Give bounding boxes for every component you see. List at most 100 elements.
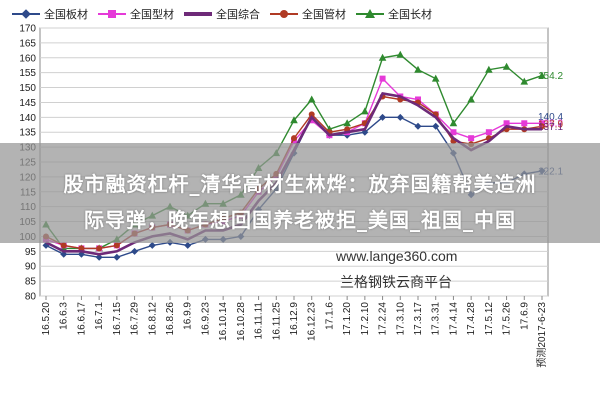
data-point <box>96 245 103 252</box>
x-tick-label: 17.2.24 <box>378 302 389 336</box>
end-value-label: 154.2 <box>538 71 563 82</box>
y-tick-label: 140 <box>19 113 36 124</box>
x-tick-label: 16.8.26 <box>165 302 176 336</box>
data-point <box>521 120 528 127</box>
x-tick-label: 16.10.28 <box>236 302 247 341</box>
x-tick-label: 16.11.25 <box>271 302 282 341</box>
legend-item[interactable]: 全国板材 <box>12 6 88 22</box>
legend-swatch-icon <box>98 8 126 20</box>
data-point <box>450 129 457 136</box>
x-tick-label: 17.2.10 <box>360 302 371 336</box>
y-tick-label: 135 <box>19 128 36 139</box>
data-point <box>396 113 404 121</box>
data-point <box>485 65 493 73</box>
legend-item[interactable]: 全国长材 <box>356 6 432 22</box>
data-point <box>485 129 492 136</box>
data-point <box>343 119 351 127</box>
end-value-label: 137.9 <box>538 120 563 131</box>
x-tick-label: 16.5.20 <box>41 302 52 336</box>
x-tick-label: 16.6.3 <box>59 302 70 330</box>
x-tick-label: 17.4.28 <box>466 302 477 336</box>
legend-marker <box>280 10 288 18</box>
legend-swatch-icon <box>184 8 212 20</box>
platform-label: 兰格钢铁云商平台 <box>340 274 452 290</box>
legend-swatch-icon <box>270 8 298 20</box>
data-point <box>148 241 156 249</box>
data-point <box>131 247 139 255</box>
legend-swatch-icon <box>12 8 40 20</box>
data-point <box>379 75 386 82</box>
data-point <box>467 95 475 103</box>
legend-swatch-icon <box>356 8 384 20</box>
data-point <box>184 241 192 249</box>
x-tick-label: 17.3.10 <box>395 302 406 336</box>
data-point <box>449 119 458 127</box>
data-point <box>502 62 511 70</box>
data-point <box>378 53 387 61</box>
data-point <box>308 117 315 124</box>
headline-banner <box>0 143 600 243</box>
legend-label: 全国板材 <box>44 9 88 21</box>
x-tick-label: 16.6.17 <box>76 302 87 336</box>
legend-label: 全国综合 <box>216 9 260 21</box>
y-tick-label: 170 <box>19 24 36 35</box>
y-tick-label: 165 <box>19 38 36 49</box>
end-value-label: 140.4 <box>538 112 563 123</box>
data-point <box>308 111 315 118</box>
legend-marker <box>108 10 116 18</box>
y-tick-label: 150 <box>19 83 36 94</box>
legend-label: 全国型材 <box>130 9 174 21</box>
legend-label: 全国长材 <box>388 9 432 21</box>
x-axis: 16.5.20 16.6.3 16.6.17 16.7.1 16.7.15 16.7.29… <box>41 296 548 368</box>
data-point <box>307 95 316 103</box>
data-point <box>431 74 440 82</box>
y-tick-label: 95 <box>25 247 37 258</box>
headline-line-2[interactable]: 际导弹，晚年想回国养老被拒_美国_祖国_中国 <box>84 208 516 232</box>
legend-item[interactable]: 全国综合 <box>184 6 260 22</box>
data-point <box>290 116 298 124</box>
end-value-label: 138.3 <box>538 118 563 129</box>
x-tick-label: 17.1.20 <box>342 302 353 336</box>
data-point <box>291 135 297 142</box>
data-point <box>414 65 422 73</box>
data-point <box>396 50 405 58</box>
data-point <box>379 113 387 121</box>
y-tick-label: 160 <box>19 53 36 64</box>
data-point <box>503 120 510 127</box>
x-tick-label: 17.6.9 <box>519 302 530 330</box>
x-tick-label: 16.11.11 <box>254 302 265 340</box>
x-tick-label: 16.9.9 <box>183 302 194 330</box>
data-point <box>414 122 422 130</box>
x-tick-label: 17.1.6 <box>324 302 335 330</box>
data-point <box>113 253 121 261</box>
legend-item[interactable]: 全国型材 <box>98 6 174 22</box>
legend: 全国板材 全国型材 全国综合 全国管材 全国长材 <box>12 4 592 24</box>
x-tick-label: 16.7.1 <box>94 302 105 330</box>
legend-line <box>184 12 212 16</box>
data-point <box>113 242 120 249</box>
legend-item[interactable]: 全国管材 <box>270 6 346 22</box>
x-tick-label: 17.5.26 <box>502 302 513 336</box>
data-point <box>520 77 529 85</box>
legend-marker <box>365 9 375 18</box>
y-tick-label: 90 <box>25 262 37 273</box>
watermark-url: www.lange360.com <box>336 248 458 264</box>
x-tick-label: 16.8.12 <box>147 302 158 336</box>
data-point <box>95 253 103 261</box>
data-point <box>60 242 67 249</box>
data-point <box>468 135 475 142</box>
y-tick-label: 85 <box>25 277 37 288</box>
data-point <box>538 71 546 79</box>
data-point <box>361 107 369 115</box>
legend-label: 全国管材 <box>302 9 346 21</box>
x-tick-label: 16.12.9 <box>289 302 300 336</box>
headline-line-1[interactable]: 股市融资杠杆_清华高材生林烨：放弃国籍帮美造洲 <box>63 172 537 196</box>
x-tick-label: 16.7.29 <box>130 302 141 336</box>
x-tick-label: 16.9.23 <box>200 302 211 336</box>
x-tick-label: 17.5.12 <box>484 302 495 336</box>
y-tick-label: 155 <box>19 68 36 79</box>
x-tick-label: 17.4.14 <box>448 302 459 336</box>
data-point <box>78 245 85 252</box>
data-point <box>432 122 440 130</box>
